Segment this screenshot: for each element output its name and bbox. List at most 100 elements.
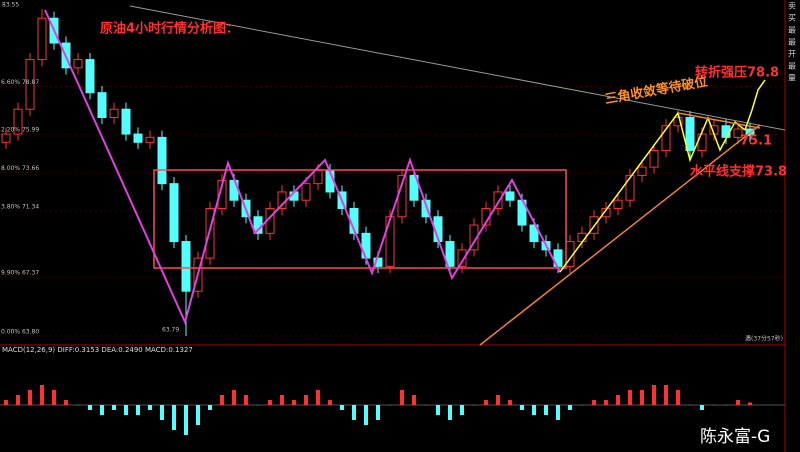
macd-bar [4,400,8,405]
candle-body [157,136,167,185]
macd-bar [64,400,68,405]
macd-bar [436,405,440,415]
macd-bar [616,395,620,405]
candle-body [121,108,131,135]
macd-bar [448,405,452,420]
range-box [153,169,567,269]
macd-bar [472,405,476,406]
macd-bar [484,400,488,405]
macd-bar [268,400,272,405]
macd-bar [460,405,464,415]
candle-body [733,128,743,138]
candle-body [613,199,623,209]
candle-body [301,183,311,201]
macd-bar [184,405,188,435]
macd-bar [724,405,728,406]
candle-body [409,174,419,201]
macd-bar [88,405,92,410]
candle-body [313,169,323,185]
side-label: 最 [788,62,796,71]
macd-bar [640,390,644,405]
macd-bar [496,395,500,405]
macd-bar [664,385,668,405]
candle-body [505,191,515,201]
candle-body [109,108,119,118]
macd-bar [388,405,392,406]
candle-body [13,108,23,135]
high-label: 83.55 [2,2,19,9]
side-label: 最 [788,26,796,35]
y-tick-label: 3.80% 71.34 [1,204,39,211]
candle-body [649,150,659,168]
macd-bar [100,405,104,415]
macd-bar [40,385,44,405]
macd-bar [532,405,536,415]
candle-body [1,133,11,143]
side-label: 卖 [788,2,796,11]
side-label: 开 [788,50,796,59]
macd-label: MACD(12,26,9) DIFF:0.3153 DEA:0.2490 MAC… [2,346,193,354]
candle-body [37,17,47,61]
macd-bar [400,390,404,405]
macd-bar [244,395,248,405]
candle-body [685,116,695,152]
macd-bar [676,390,680,405]
side-label: 买 [788,14,796,23]
macd-bar [280,395,284,405]
macd-bar [352,405,356,420]
macd-bar [220,395,224,405]
macd-bar [304,395,308,405]
macd-bar [16,395,20,405]
macd-bar [124,405,128,415]
candle-body [217,179,227,209]
trend-line [129,5,786,131]
watermark: 陈永富-G [700,427,770,447]
candle-body [145,136,155,143]
macd-bar [712,405,716,406]
macd-bar [316,390,320,405]
candle-body [529,224,539,243]
macd-bar [604,400,608,405]
candle-body [673,116,683,127]
macd-bar [328,400,332,405]
y-tick-label: 9.90% 67.37 [1,269,39,276]
macd-bar [508,400,512,405]
candle-body [625,174,635,201]
candle-body [385,216,395,267]
y-tick-label: 2.20% 75.99 [1,127,39,134]
candle-body [445,241,455,267]
macd-bar [748,402,752,405]
candle-body [493,191,503,209]
candles [0,9,785,337]
macd-bar [736,400,740,405]
macd-bar [580,405,584,406]
candle-body [637,166,647,176]
candle-body [97,92,107,118]
macd-bar [568,405,572,410]
candle-body [25,59,35,110]
y-tick-label: 0.00% 63.80 [1,328,39,335]
macd-bar [556,405,560,420]
candle-body [181,241,191,292]
macd-bar [256,405,260,406]
title: 原油4小时行情分析图： [100,21,239,37]
candle-body [697,133,707,152]
support-trend [479,124,761,346]
macd-bar [208,405,212,410]
macd-bar [412,395,416,405]
macd-bar [136,405,140,415]
macd-bar [148,405,152,410]
candle-body [133,133,143,143]
support-note: 水平线支撑73.8 [690,164,787,180]
macd-bar [172,405,176,430]
candle-body [421,199,431,218]
y-tick-label: 8.00% 73.66 [1,165,39,172]
candle-body [457,249,467,267]
macd-bar [28,390,32,405]
candle-body [73,59,83,69]
level-note: 75.1 [740,134,772,149]
macd-bar [520,405,524,410]
y-tick-label: 6.60% 78.87 [1,79,39,86]
macd-bar [52,390,56,405]
